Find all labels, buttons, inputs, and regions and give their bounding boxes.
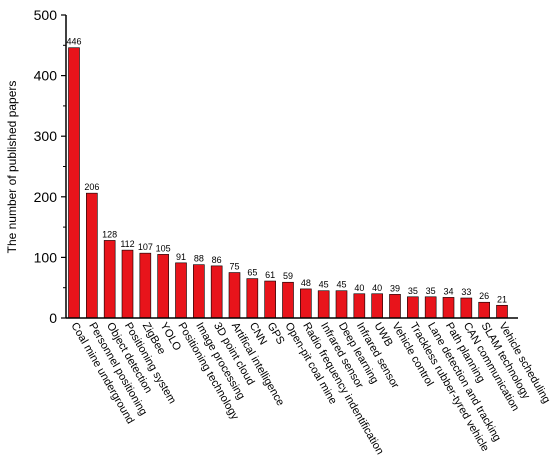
bar-value-label: 48 [301,278,311,288]
bar-value-label: 105 [156,243,171,253]
bar [335,290,348,319]
y-tick-label: 100 [34,249,58,265]
bar [228,272,241,319]
bars-layer [68,47,508,319]
bar [139,252,152,319]
bar [264,280,276,319]
bar [407,296,419,319]
bar [175,262,187,319]
y-axis-title: The number of published papers [5,81,19,254]
bar-value-label: 206 [84,182,99,192]
bar-value-label: 128 [102,229,117,239]
bar [478,301,490,319]
bar-value-label: 40 [372,283,382,293]
y-ticks: 0 100 200 300 400 500 [34,7,66,326]
bar-value-label: 59 [283,271,293,281]
y-tick-label: 300 [34,128,58,144]
bar [353,293,366,319]
bar-value-label: 26 [479,291,489,301]
bar [317,290,330,319]
bar-value-label: 75 [229,262,239,272]
bar [300,288,312,319]
bar [246,278,259,319]
y-tick-label: 200 [34,189,58,205]
bar-value-label: 45 [336,280,346,290]
bar [496,304,508,319]
bar [424,296,437,319]
bar-value-label: 91 [176,252,186,262]
x-tick-label: GPS [265,321,287,347]
bar [193,264,205,319]
bar-value-label: 446 [66,37,81,47]
bar-value-label: 35 [426,286,436,296]
bar [68,47,80,319]
bar [371,293,383,319]
bar-value-label: 33 [461,287,471,297]
bar [282,281,294,319]
bar [389,294,401,319]
y-tick-label: 500 [34,7,58,23]
bar [86,192,98,319]
bar [103,240,116,319]
bar-value-label: 61 [265,270,275,280]
bar-value-label: 107 [138,242,153,252]
bar-value-label: 65 [247,268,257,278]
bar-value-label: 39 [390,283,400,293]
bar-value-label: 45 [319,280,329,290]
bar-value-label: 40 [354,283,364,293]
y-tick-label: 400 [34,68,58,84]
bar-value-label: 88 [194,254,204,264]
bar-value-label: 86 [212,255,222,265]
bar [460,297,473,319]
bar [210,265,223,319]
bar [442,297,455,319]
bar-value-label: 35 [408,286,418,296]
bar-value-label: 21 [497,294,507,304]
bar [157,254,169,319]
bar-value-label: 112 [120,239,134,249]
y-tick-label: 0 [49,310,57,326]
bar [121,249,134,319]
bar-value-label: 34 [443,286,453,296]
